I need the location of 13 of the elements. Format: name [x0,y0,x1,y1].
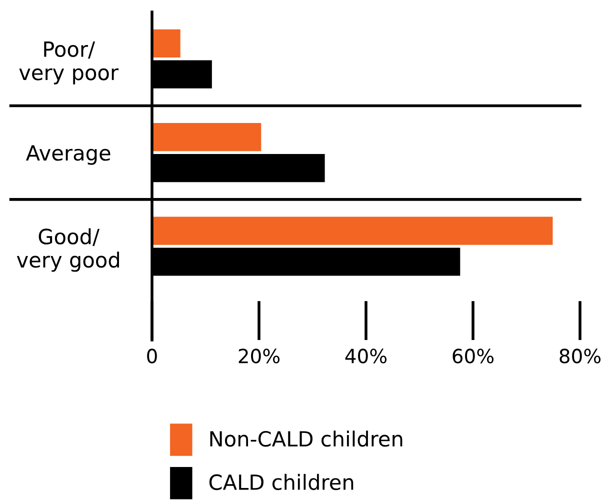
bar [152,216,553,245]
x-tick-label: 20% [238,348,280,364]
y-tick-label: Poor/ very poor [19,42,119,84]
y-tick-label: Good/ very good [16,228,119,272]
bar [152,123,262,152]
x-tick-label: 80% [560,348,601,364]
legend-label: CALD children [209,474,354,490]
x-tick-label: 0 [147,348,157,364]
y-tick-label: Average [26,145,110,165]
legend-label: Non-CALD children [210,430,402,447]
x-tick-label: 60% [452,348,494,364]
bar [152,29,180,58]
x-tick-label: 40% [345,348,387,364]
